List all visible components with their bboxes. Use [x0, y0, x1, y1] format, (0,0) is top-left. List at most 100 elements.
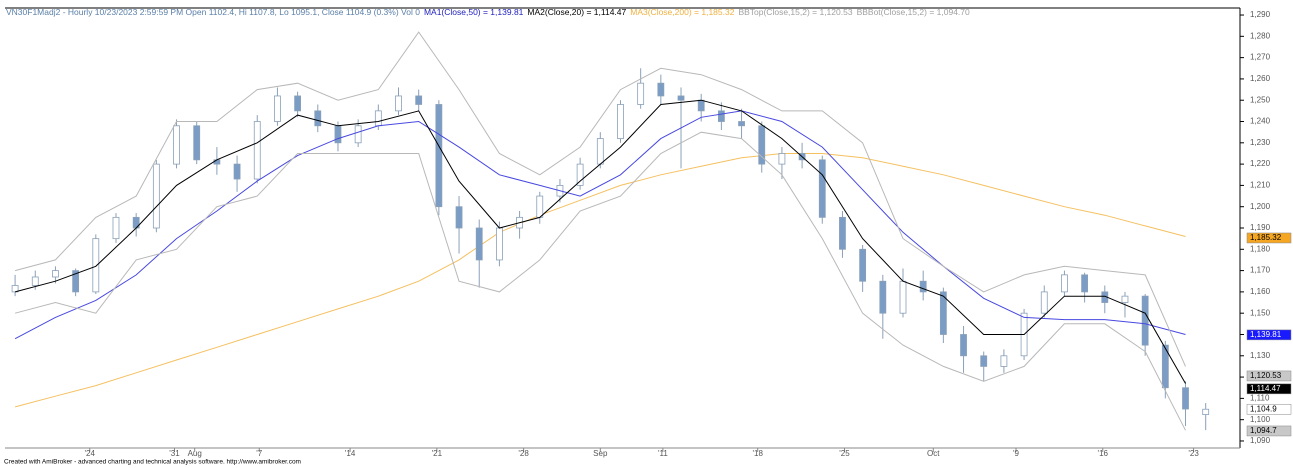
indicator-line — [14, 99, 1186, 384]
candle-body — [415, 95, 423, 105]
y-tick-label: 1,090 — [1250, 436, 1271, 445]
candle-body — [758, 125, 766, 165]
candle-body — [657, 82, 665, 97]
y-tick-label: 1,180 — [1250, 244, 1271, 253]
candle-body — [1161, 344, 1169, 389]
candle-body — [839, 216, 846, 250]
y-tick-label: 1,130 — [1250, 351, 1271, 360]
candle-body — [213, 159, 221, 165]
candle-body — [677, 95, 685, 101]
x-tick-label: '31 — [169, 449, 180, 458]
footer: Created with AmiBroker - advanced charti… — [4, 459, 301, 466]
price-tag — [1246, 370, 1292, 382]
candle-body — [697, 99, 705, 112]
x-tick-label: '16 — [1098, 449, 1109, 458]
y-tick-label: 1,230 — [1250, 138, 1271, 147]
price-tag — [1246, 403, 1292, 415]
header-item: BBBot(Close,15,2) = 1,094.70 — [857, 7, 970, 17]
candle-body — [1182, 387, 1189, 410]
price-tag-label: 1,104.9 — [1250, 404, 1277, 413]
x-tick-label: Aug — [188, 449, 202, 458]
candle-body — [1081, 274, 1089, 293]
candle-body — [818, 159, 826, 218]
candle-body — [435, 104, 443, 208]
y-tick-label: 1,100 — [1250, 415, 1271, 424]
price-tag-label: 1,114.47 — [1250, 384, 1281, 393]
x-tick-label: Sep — [593, 449, 608, 458]
candle-body — [52, 270, 59, 278]
x-tick-label: '7 — [256, 449, 263, 458]
candle-body — [11, 285, 19, 293]
indicator-line — [14, 31, 1186, 367]
candle-body — [31, 276, 39, 286]
y-tick-label: 1,220 — [1250, 159, 1271, 168]
candle-body — [1061, 274, 1068, 293]
candle-body — [899, 280, 907, 314]
candle-body — [939, 291, 947, 335]
y-tick-label: 1,160 — [1250, 287, 1271, 296]
candle-body — [1121, 295, 1129, 303]
candle-body — [617, 104, 624, 139]
candle-body — [879, 280, 887, 314]
price-tag — [1246, 232, 1292, 244]
candle-body — [233, 163, 241, 180]
candle-body — [314, 110, 322, 127]
y-tick-label: 1,260 — [1250, 74, 1271, 83]
price-tag-label: 1,094.7 — [1250, 426, 1277, 435]
candle-body — [374, 110, 382, 127]
candle-body — [294, 95, 302, 112]
header-item: MA1(Close,50) = 1,139.81 — [424, 7, 524, 17]
candle-body — [980, 355, 988, 367]
candle-body — [395, 95, 402, 112]
x-tick-label: '9 — [1013, 449, 1020, 458]
candle-body — [193, 125, 201, 161]
price-tag-label: 1,185.32 — [1250, 233, 1282, 242]
candle-body — [576, 163, 584, 186]
candle-body — [717, 110, 725, 122]
x-tick-label: '25 — [839, 449, 850, 458]
candle-body — [496, 227, 503, 261]
candle-body — [1202, 408, 1210, 415]
price-tag — [1246, 383, 1292, 395]
x-tick-label: '14 — [345, 449, 356, 458]
candle-body — [1040, 291, 1048, 314]
price-tag — [1246, 425, 1292, 437]
indicator-line — [14, 110, 1186, 340]
y-tick-label: 1,170 — [1250, 266, 1271, 275]
price-tag-label: 1,120.53 — [1250, 371, 1282, 380]
candle-body — [960, 334, 967, 357]
price-tag-label: 1,139.81 — [1250, 330, 1282, 339]
candle-body — [919, 280, 927, 293]
price-tag — [1246, 329, 1292, 341]
candle-body — [637, 82, 645, 105]
candle-body — [72, 270, 80, 293]
header-item: MA3(Close,200) = 1,185.32 — [630, 7, 734, 17]
candle-body — [536, 195, 544, 218]
y-tick-label: 1,190 — [1250, 223, 1271, 232]
indicator-line — [14, 153, 1186, 408]
candle-body — [475, 227, 483, 261]
y-tick-label: 1,250 — [1250, 95, 1271, 104]
x-tick-label: Oct — [927, 449, 940, 458]
y-tick-label: 1,210 — [1250, 181, 1271, 190]
candle-body — [274, 95, 281, 122]
x-tick-label: '23 — [1188, 449, 1199, 458]
candle-body — [1141, 295, 1149, 346]
y-tick-label: 1,200 — [1250, 202, 1271, 211]
y-tick-label: 1,150 — [1250, 308, 1271, 317]
indicator-line — [14, 131, 1186, 431]
candle-body — [354, 125, 362, 144]
y-tick-label: 1,270 — [1250, 53, 1271, 62]
x-tick-label: '18 — [752, 449, 763, 458]
header-item: VN30F1Madj2 - Hourly 10/23/2023 2:59:59 … — [6, 7, 420, 17]
header-item: BBTop(Close,15,2) = 1,120.53 — [738, 7, 852, 17]
y-tick-label: 1,110 — [1250, 393, 1270, 402]
x-tick-label: '21 — [432, 449, 443, 458]
x-tick-label: '24 — [85, 449, 96, 458]
candle-body — [596, 138, 604, 165]
y-tick-label: 1,290 — [1250, 10, 1271, 19]
candle-body — [92, 238, 100, 293]
y-tick-label: 1,240 — [1250, 117, 1271, 126]
candle-body — [859, 248, 867, 282]
